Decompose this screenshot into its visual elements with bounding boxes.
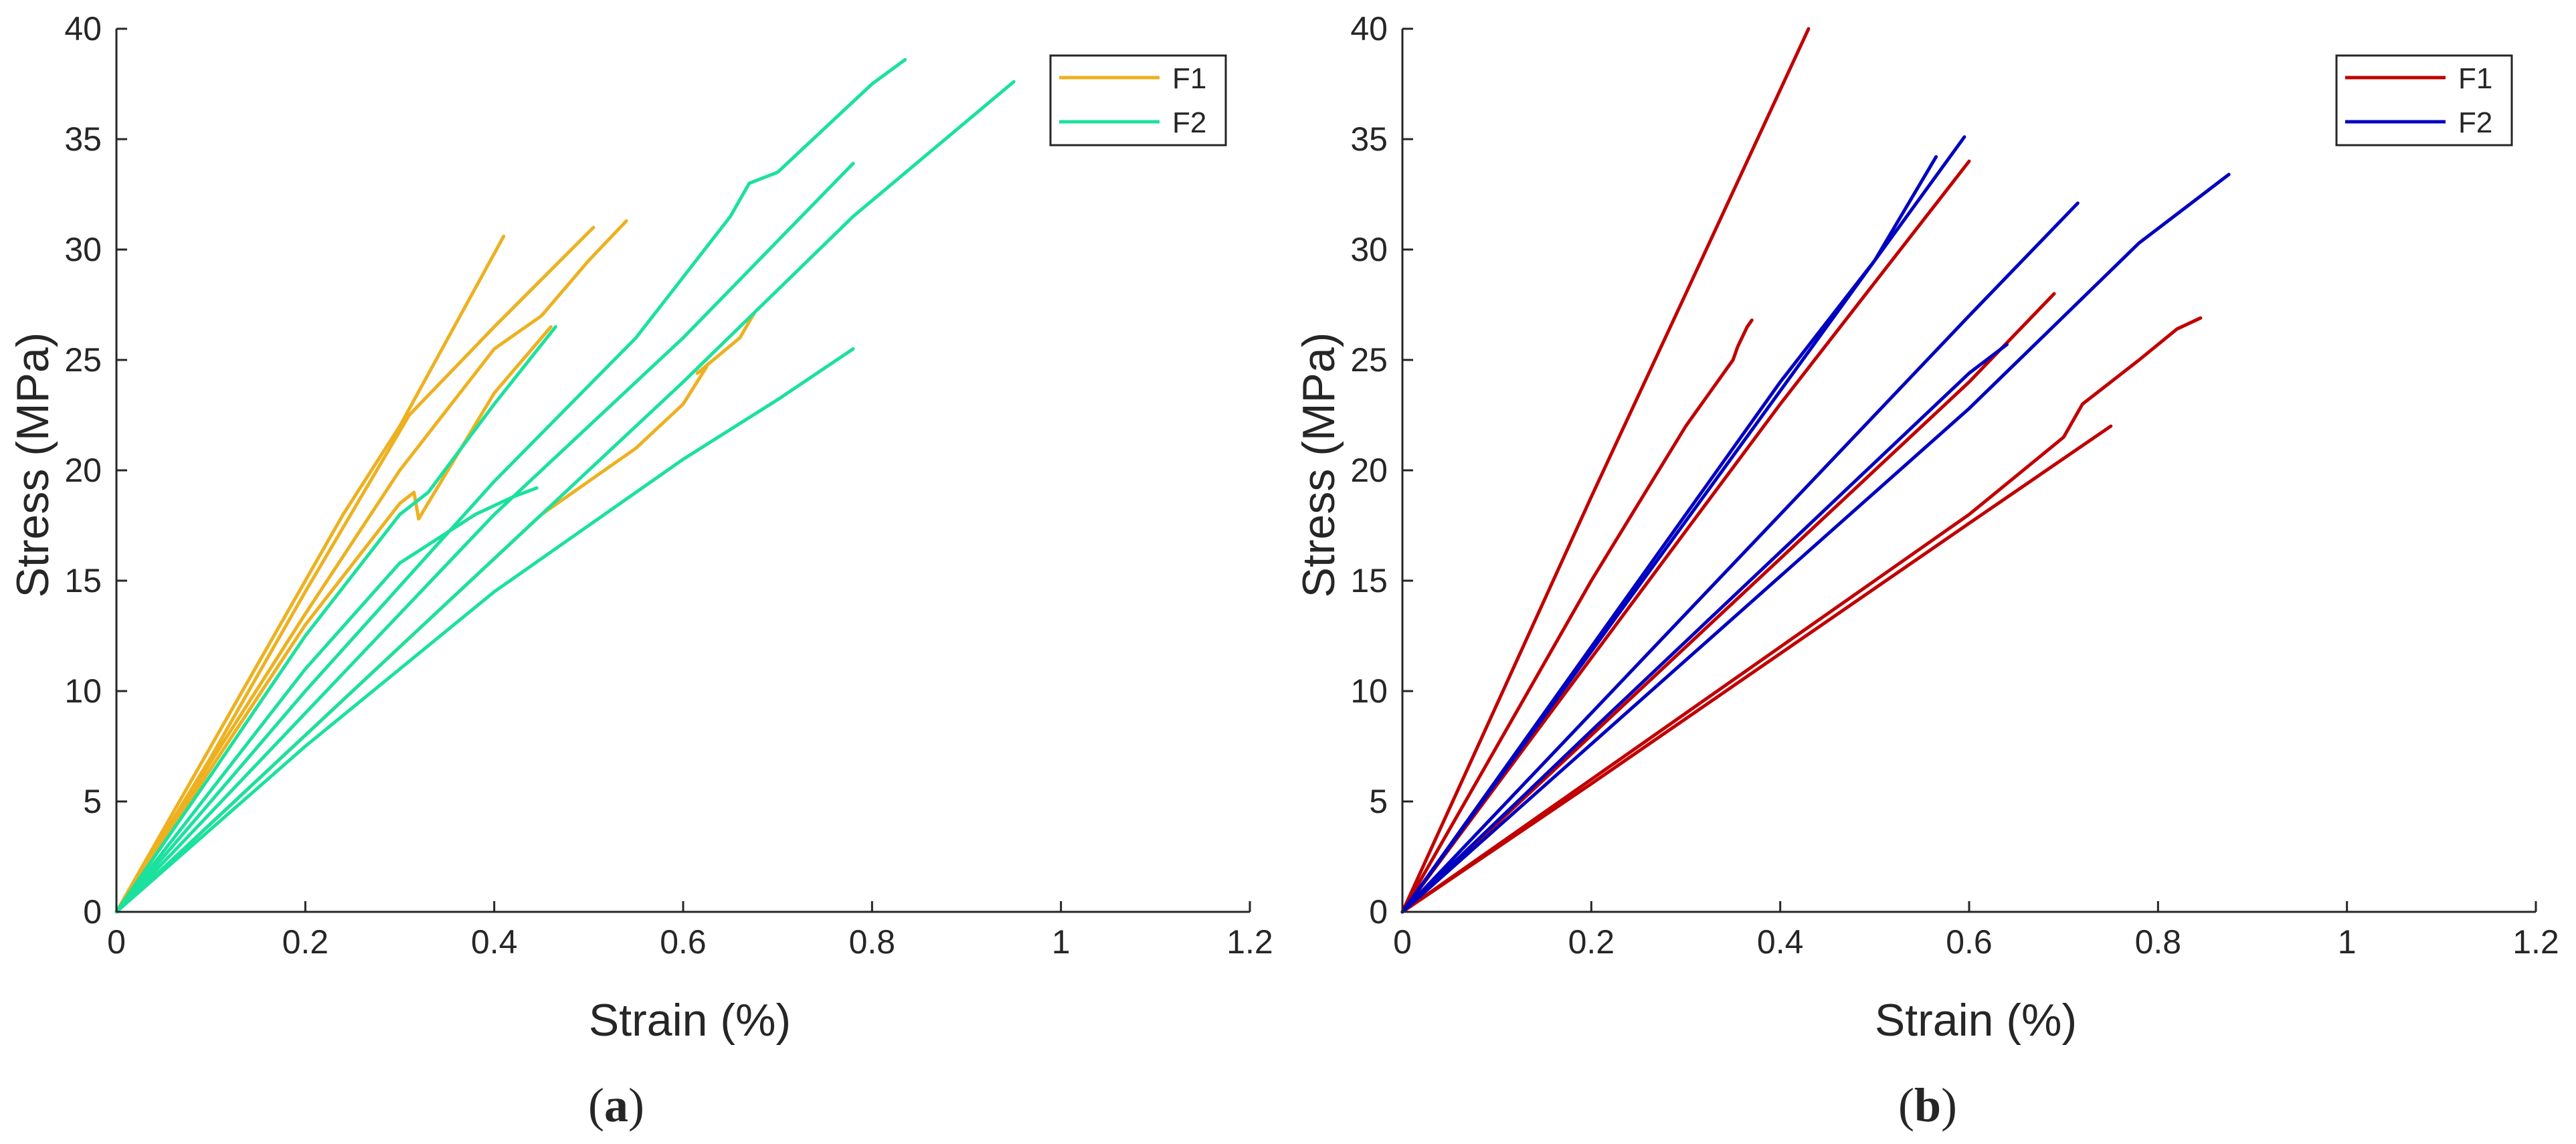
panel-b-series-f2-line-11 <box>1400 173 2231 914</box>
panel-a-y-tick-label: 25 <box>64 341 102 379</box>
panel-b-caption-close: ) <box>1941 1078 1957 1132</box>
panel-b-y-axis-label: Stress (MPa) <box>1293 332 1344 598</box>
panel-a-y-tick-label: 20 <box>64 452 102 489</box>
panel-a-series <box>114 58 1016 914</box>
panel-b-caption-letter: b <box>1914 1078 1941 1132</box>
panel-b-x-tick-label: 0.8 <box>2135 923 2182 961</box>
panel-a-x-tick-label: 0.8 <box>849 923 896 961</box>
panel-b-y-tick-label: 40 <box>1350 10 1388 47</box>
panel-a-series-f1-line-1 <box>114 234 506 914</box>
panel-b-x-tick-label: 1 <box>2338 923 2357 961</box>
panel-b-series-f2-line-10 <box>1400 343 2009 914</box>
panel-b-series-f2-line-7 <box>1400 155 1938 914</box>
panel-b-y-tick-label: 15 <box>1350 562 1388 599</box>
panel-a-series-f1-line-4 <box>114 325 553 914</box>
panel-a-series-f2-line-9 <box>114 161 855 914</box>
panel-b-x-tick-label: 0 <box>1393 923 1412 961</box>
panel-a-series-f2-line-10 <box>114 80 1016 914</box>
panel-a-x-tick-label: 1.2 <box>1226 923 1273 961</box>
panel-a-series-f2-line-8 <box>114 58 907 914</box>
panel-a-x-tick-label: 0.4 <box>471 923 518 961</box>
panel-a-caption-open: ( <box>588 1078 604 1132</box>
panel-b-series-f1-line-6 <box>1400 424 2113 914</box>
panel-b-x-tick-label: 1.2 <box>2512 923 2559 961</box>
panel-b-y-tick-label: 10 <box>1350 672 1388 710</box>
panel-a-x-tick-label: 1 <box>1052 923 1071 961</box>
panel-b-x-tick-label: 0.4 <box>1757 923 1804 961</box>
panel-b-series-f1-line-1 <box>1400 27 1811 914</box>
panel-a-series-f2-line-6 <box>114 325 557 914</box>
panel-a: 0 0.2 0.4 0.6 0.8 1 1.2 0 5 10 15 20 25 30 35 40 Strain… <box>7 10 1273 1132</box>
panel-a-legend-box <box>1049 54 1227 147</box>
panel-a-y-tick-label: 30 <box>64 231 102 268</box>
panel-b-series-f1-line-2 <box>1400 318 1754 914</box>
panel-b-series-f1-line-5 <box>1400 316 2203 914</box>
panel-a-ticks: 0 0.2 0.4 0.6 0.8 1 1.2 0 5 10 15 20 25 30 35 40 <box>64 10 1273 961</box>
panel-a-caption-close: ) <box>628 1078 644 1132</box>
panel-a-legend: F1 F2 <box>1049 54 1227 147</box>
panel-a-x-tick-label: 0 <box>107 923 126 961</box>
panel-b-y-tick-label: 35 <box>1350 120 1388 158</box>
panel-a-y-tick-label: 15 <box>64 562 102 599</box>
panel-b-ticks: 0 0.2 0.4 0.6 0.8 1 1.2 0 5 10 15 20 25 30 35 40 <box>1350 10 2559 961</box>
panel-a-x-axis-label: Strain (%) <box>589 995 791 1046</box>
panel-b-legend-box <box>2335 54 2513 147</box>
panel-b-series-f2-line-8 <box>1400 135 1966 914</box>
panel-a-y-tick-label: 0 <box>83 893 102 931</box>
panel-a-y-tick-label: 5 <box>83 783 102 820</box>
panel-b-legend-label-f2: F2 <box>2458 106 2492 139</box>
panel-b-series-f1-line-3 <box>1400 159 1971 914</box>
panel-a-y-tick-label: 10 <box>64 672 102 710</box>
panel-a-y-axis-label: Stress (MPa) <box>7 332 58 598</box>
panel-b-series <box>1400 27 2231 914</box>
panel-a-caption-letter: a <box>604 1078 628 1132</box>
panel-b-y-tick-label: 20 <box>1350 452 1388 489</box>
panel-b-caption: (b) <box>1898 1078 1957 1132</box>
panel-a-series-f2-line-7 <box>114 486 539 914</box>
panel-b-legend-label-f1: F1 <box>2458 62 2492 95</box>
panel-b-x-axis-label: Strain (%) <box>1875 995 2077 1046</box>
panel-a-caption: (a) <box>588 1078 644 1132</box>
panel-b-caption-open: ( <box>1898 1078 1914 1132</box>
panel-a-y-tick-label: 40 <box>64 10 102 47</box>
panel-b-y-tick-label: 0 <box>1369 893 1388 931</box>
panel-b-y-tick-label: 30 <box>1350 231 1388 268</box>
panel-b-series-f2-line-9 <box>1400 201 2080 914</box>
panel-b-y-tick-label: 5 <box>1369 783 1388 820</box>
panel-b-x-tick-label: 0.2 <box>1568 923 1615 961</box>
panel-a-x-tick-label: 0.6 <box>660 923 707 961</box>
panel-a-legend-label-f2: F2 <box>1172 106 1206 139</box>
panel-a-series-f1-line-3 <box>114 219 628 914</box>
panel-b-y-tick-label: 25 <box>1350 341 1388 379</box>
panel-b-legend: F1 F2 <box>2335 54 2513 147</box>
panel-b: 0 0.2 0.4 0.6 0.8 1 1.2 0 5 10 15 20 25 30 35 40 Strain… <box>1293 10 2559 1132</box>
panel-b-x-tick-label: 0.6 <box>1946 923 1993 961</box>
panel-a-legend-label-f1: F1 <box>1172 62 1206 95</box>
panel-a-series-f2-line-11 <box>114 347 855 914</box>
panel-a-series-f1-line-2 <box>114 225 595 914</box>
panel-a-axes <box>115 29 1250 913</box>
panel-a-x-tick-label: 0.2 <box>282 923 329 961</box>
panel-a-y-tick-label: 35 <box>64 120 102 158</box>
